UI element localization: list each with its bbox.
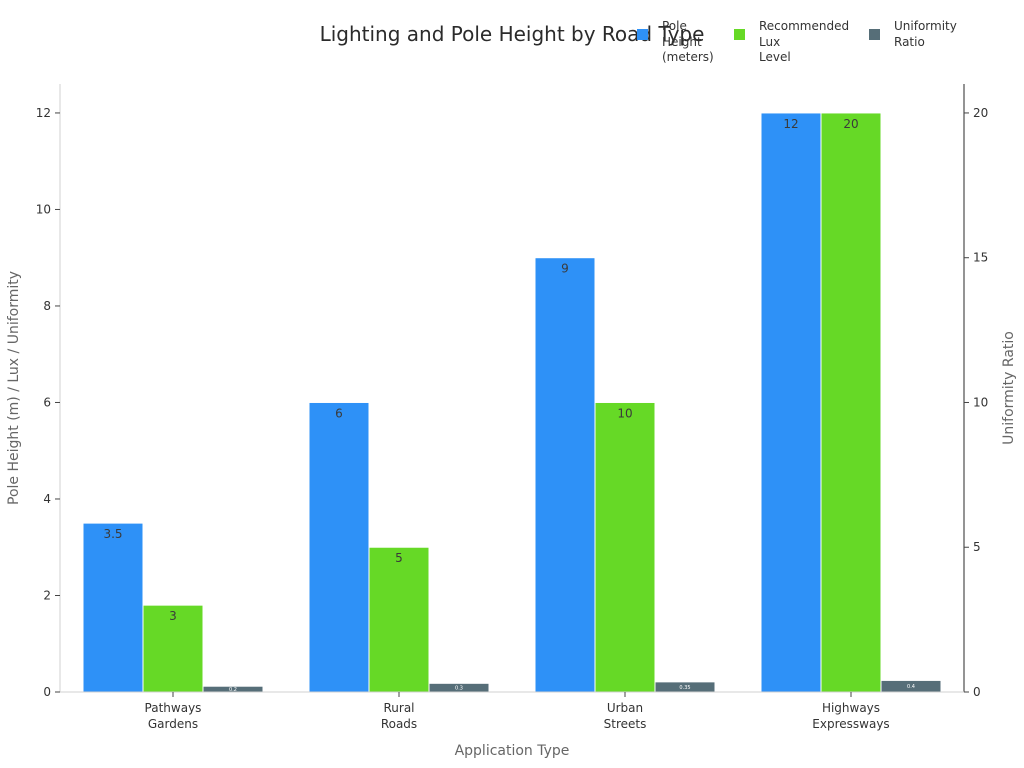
bar-pole-height (534, 257, 596, 693)
y-tick-label: 2 (43, 588, 51, 602)
bar-lux-level (368, 546, 430, 693)
y2-tick-label: 5 (973, 540, 981, 554)
bar-lux-level (594, 401, 656, 693)
x-axis-title: Application Type (455, 743, 570, 759)
x-tick-label: Rural Roads (381, 701, 417, 731)
bar-value-label: 20 (843, 117, 858, 131)
x-tick-label: Urban Streets (604, 701, 647, 731)
bar-pole-height (760, 112, 822, 693)
x-tick-label-line: Rural (383, 701, 414, 715)
bar-value-label: 5 (395, 551, 403, 565)
bar-value-label: 10 (617, 406, 632, 420)
y2-tick-label: 10 (973, 395, 988, 409)
bar-value-label: 12 (783, 117, 798, 131)
legend-label-lux-level: Recommended Lux Level (759, 19, 850, 64)
y2-tick-label: 20 (973, 106, 988, 120)
x-tick-label: Pathways Gardens (145, 701, 202, 731)
legend-item-lux-level[interactable]: Recommended Lux Level (734, 19, 849, 66)
y-tick-label: 4 (43, 492, 51, 506)
y-tick-label: 0 (43, 685, 51, 699)
y2-tick-label: 0 (973, 685, 981, 699)
x-tick-label: Highways Expressways (812, 701, 889, 731)
y-tick-label: 6 (43, 395, 51, 409)
y-axis-title: Pole Height (m) / Lux / Uniformity (6, 271, 22, 505)
x-tick-label-line: Pathways (145, 701, 202, 715)
bar-value-label: 0.2 (229, 687, 237, 693)
bar-value-label: 3.5 (103, 527, 122, 541)
legend-item-uniformity[interactable]: Uniformity Ratio (869, 19, 957, 50)
legend-swatch-lux-level (734, 29, 745, 40)
y2-tick-label: 15 (973, 251, 988, 265)
y-tick-label: 12 (36, 106, 51, 120)
x-tick-label-line: Expressways (812, 717, 889, 731)
y-tick-label: 10 (36, 202, 51, 216)
bar-value-label: 3 (169, 609, 177, 623)
bar-value-label: 0.35 (679, 685, 690, 691)
bar-lux-level (820, 112, 882, 693)
x-tick-label-line: Roads (381, 717, 417, 731)
bar-value-label: 0.4 (907, 684, 915, 690)
legend-label-uniformity: Uniformity Ratio (894, 19, 957, 49)
bar-value-label: 6 (335, 406, 343, 420)
bar-value-label: 9 (561, 262, 569, 276)
bar-value-label: 0.3 (455, 686, 463, 692)
legend-swatch-pole-height (637, 29, 648, 40)
bar-pole-height (82, 522, 144, 693)
y2-axis-title: Uniformity Ratio (1001, 331, 1017, 445)
x-tick-label-line: Urban (607, 701, 643, 715)
bar-lux-level (142, 604, 204, 693)
y-tick-label: 8 (43, 299, 51, 313)
x-tick-label-line: Highways (822, 701, 880, 715)
bar-pole-height (308, 401, 370, 693)
x-tick-label-line: Gardens (148, 717, 198, 731)
legend-item-pole-height[interactable]: Pole Height (meters) (637, 19, 714, 66)
legend-swatch-uniformity (869, 29, 880, 40)
x-tick-label-line: Streets (604, 717, 647, 731)
legend-label-pole-height: Pole Height (meters) (662, 19, 714, 64)
